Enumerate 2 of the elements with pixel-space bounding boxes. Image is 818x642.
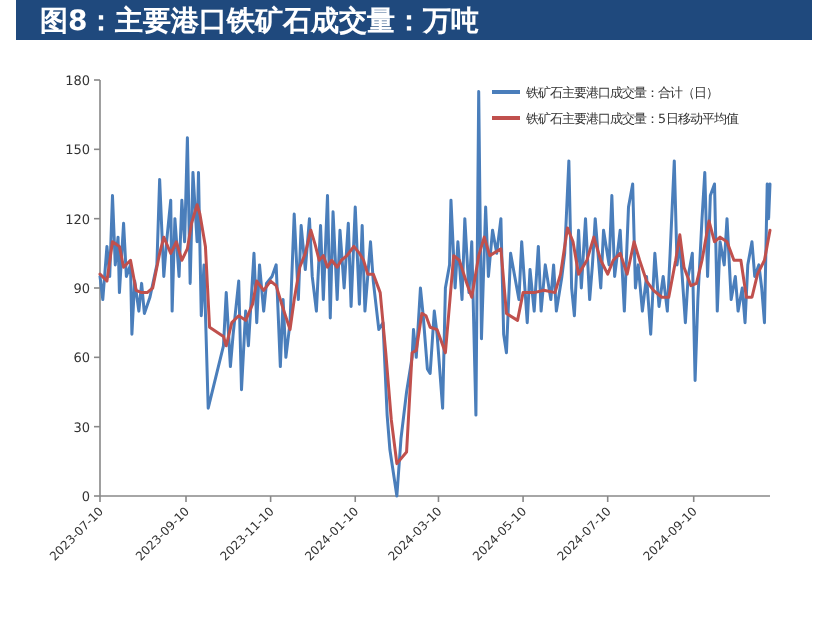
chart-title: 图8：主要港口铁矿石成交量：万吨 [40,4,480,38]
title-band: 图8：主要港口铁矿石成交量：万吨 [16,0,812,40]
